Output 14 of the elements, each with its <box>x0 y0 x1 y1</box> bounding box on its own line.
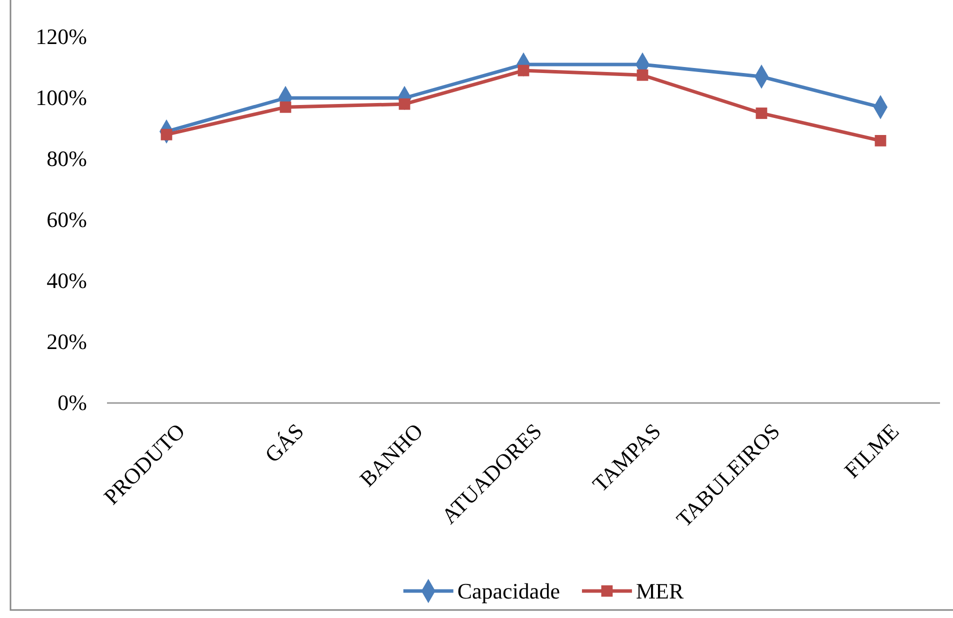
legend-label: MER <box>636 578 684 604</box>
y-tick-label: 0% <box>58 390 87 416</box>
y-tick-label: 100% <box>36 85 87 110</box>
y-tick-label: 40% <box>46 268 87 294</box>
y-tick-label: 60% <box>46 207 87 232</box>
legend-label: Capacidade <box>457 578 560 604</box>
point <box>874 135 886 146</box>
point <box>756 108 768 119</box>
y-tick-label: 80% <box>46 146 87 172</box>
x-tick-label: GÁS <box>260 418 309 468</box>
point <box>636 69 648 81</box>
point <box>280 101 292 113</box>
y-tick-label: 120% <box>36 24 87 50</box>
y-tick-label: 20% <box>46 329 87 354</box>
